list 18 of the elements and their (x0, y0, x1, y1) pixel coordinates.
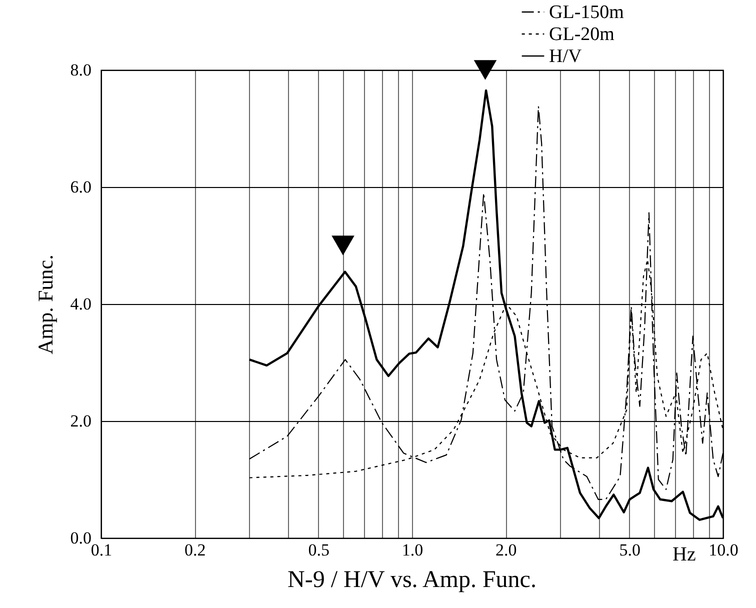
x-axis-title: Hz (672, 544, 696, 566)
x-tick-label: 1.0 (402, 540, 424, 560)
x-tick-label: 2.0 (495, 540, 517, 560)
text: N-9 / H/V vs. Amp. Func. (288, 567, 536, 593)
legend-label: GL-20m (549, 24, 615, 45)
x-tick-label: 10.0 (708, 540, 738, 560)
x-tick-label: 0.1 (90, 540, 112, 560)
y-tick-label: 6.0 (70, 178, 92, 196)
legend-label: GL-150m (549, 2, 624, 23)
y-axis-title: Amp. Func. (33, 254, 58, 354)
legend-label: H/V (549, 46, 582, 67)
y-tick-label: 0.0 (70, 528, 92, 548)
y-tick-label: 2.0 (70, 412, 92, 430)
x-tick-label: 0.5 (308, 540, 330, 560)
y-tick-label: 4.0 (70, 294, 92, 314)
x-tick-label: 0.2 (184, 540, 206, 560)
y-tick-label: 8.0 (70, 60, 92, 80)
x-tick-label: 5.0 (619, 540, 641, 560)
